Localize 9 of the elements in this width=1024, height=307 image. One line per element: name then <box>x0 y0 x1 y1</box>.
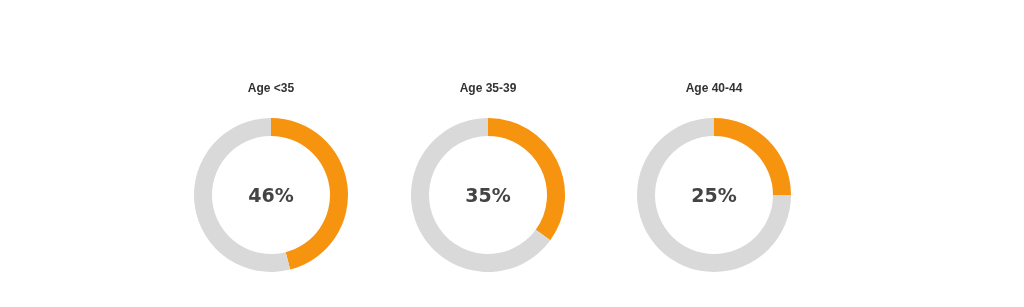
chart-title: Age <35 <box>247 81 295 95</box>
donut-slice <box>194 118 291 272</box>
data-label: 46% <box>248 184 294 206</box>
chart-title: Age 40-44 <box>685 81 743 95</box>
data-label: 25% <box>691 184 737 206</box>
data-label: 35% <box>465 184 511 206</box>
chart-title: Age 35-39 <box>459 81 517 95</box>
donut-slice <box>411 118 551 272</box>
donut-slice <box>637 118 791 272</box>
